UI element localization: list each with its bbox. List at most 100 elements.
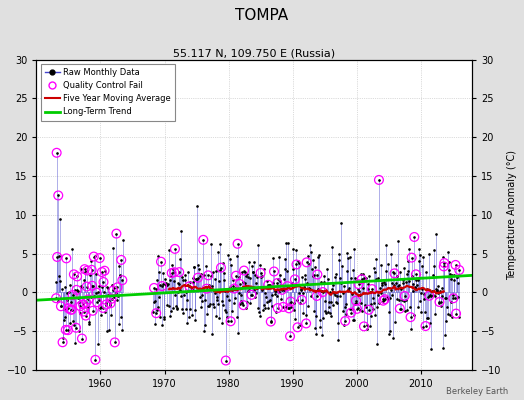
Point [67, 299, 75, 305]
Point [400, 293, 409, 299]
Point [341, 318, 350, 324]
Point [360, 323, 368, 330]
Point [84, 296, 93, 302]
Point [319, 289, 327, 295]
Point [298, 297, 306, 303]
Point [171, 246, 179, 252]
Point [292, 261, 301, 268]
Point [313, 271, 322, 278]
Text: Berkeley Earth: Berkeley Earth [446, 387, 508, 396]
Title: 55.117 N, 109.750 E (Russia): 55.117 N, 109.750 E (Russia) [173, 49, 335, 59]
Point [390, 270, 399, 276]
Point [347, 310, 355, 316]
Point [204, 272, 212, 278]
Point [58, 339, 67, 346]
Point [435, 299, 444, 305]
Point [267, 318, 275, 325]
Point [112, 230, 121, 237]
Point [232, 272, 240, 279]
Point [353, 306, 361, 312]
Point [52, 295, 60, 301]
Point [106, 300, 115, 306]
Point [68, 306, 76, 313]
Point [302, 259, 311, 266]
Point [95, 255, 104, 261]
Point [226, 318, 235, 324]
Point [175, 269, 183, 275]
Point [73, 273, 81, 280]
Point [194, 274, 202, 281]
Point [239, 302, 248, 308]
Point [302, 320, 310, 327]
Point [375, 177, 383, 183]
Point [279, 304, 287, 310]
Point [425, 292, 433, 299]
Point [291, 276, 299, 283]
Point [79, 308, 88, 315]
Point [354, 281, 363, 288]
Point [81, 266, 89, 272]
Point [62, 327, 70, 333]
Point [90, 253, 98, 260]
Point [406, 314, 414, 320]
Point [67, 306, 75, 313]
Point [113, 284, 122, 290]
Point [451, 262, 460, 268]
Point [440, 260, 449, 266]
Point [92, 290, 101, 296]
Point [82, 312, 90, 319]
Point [217, 264, 225, 271]
Point [118, 277, 126, 283]
Point [283, 283, 291, 289]
Point [64, 305, 73, 312]
Point [293, 324, 302, 330]
Point [57, 303, 65, 310]
Point [222, 357, 230, 364]
Point [235, 281, 244, 287]
Point [99, 279, 107, 285]
Point [274, 305, 282, 311]
Point [64, 327, 72, 333]
Point [89, 308, 97, 314]
Point [270, 268, 278, 275]
Point [247, 292, 256, 298]
Point [452, 310, 460, 317]
Point [158, 283, 166, 289]
Point [449, 295, 457, 302]
Point [278, 287, 286, 293]
Point [69, 292, 77, 298]
Point [52, 150, 61, 156]
Point [83, 267, 92, 274]
Point [97, 269, 106, 275]
Point [109, 287, 117, 294]
Point [199, 237, 208, 243]
Point [412, 271, 420, 278]
Point [79, 301, 87, 308]
Point [170, 269, 179, 276]
Point [70, 271, 78, 278]
Point [421, 323, 430, 329]
Point [99, 305, 107, 311]
Point [233, 240, 242, 247]
Point [82, 299, 91, 306]
Point [157, 258, 165, 265]
Point [93, 299, 101, 305]
Point [107, 296, 116, 302]
Point [230, 285, 238, 292]
Point [76, 303, 84, 310]
Point [352, 298, 360, 304]
Point [88, 267, 96, 273]
Point [185, 283, 193, 290]
Point [101, 268, 109, 274]
Point [313, 293, 321, 299]
Point [357, 276, 366, 282]
Point [88, 282, 96, 289]
Point [440, 263, 448, 270]
Point [78, 335, 86, 342]
Point [256, 270, 265, 276]
Point [53, 254, 61, 260]
Point [54, 192, 62, 199]
Text: TOMPA: TOMPA [235, 8, 289, 23]
Point [286, 333, 294, 340]
Point [380, 296, 389, 302]
